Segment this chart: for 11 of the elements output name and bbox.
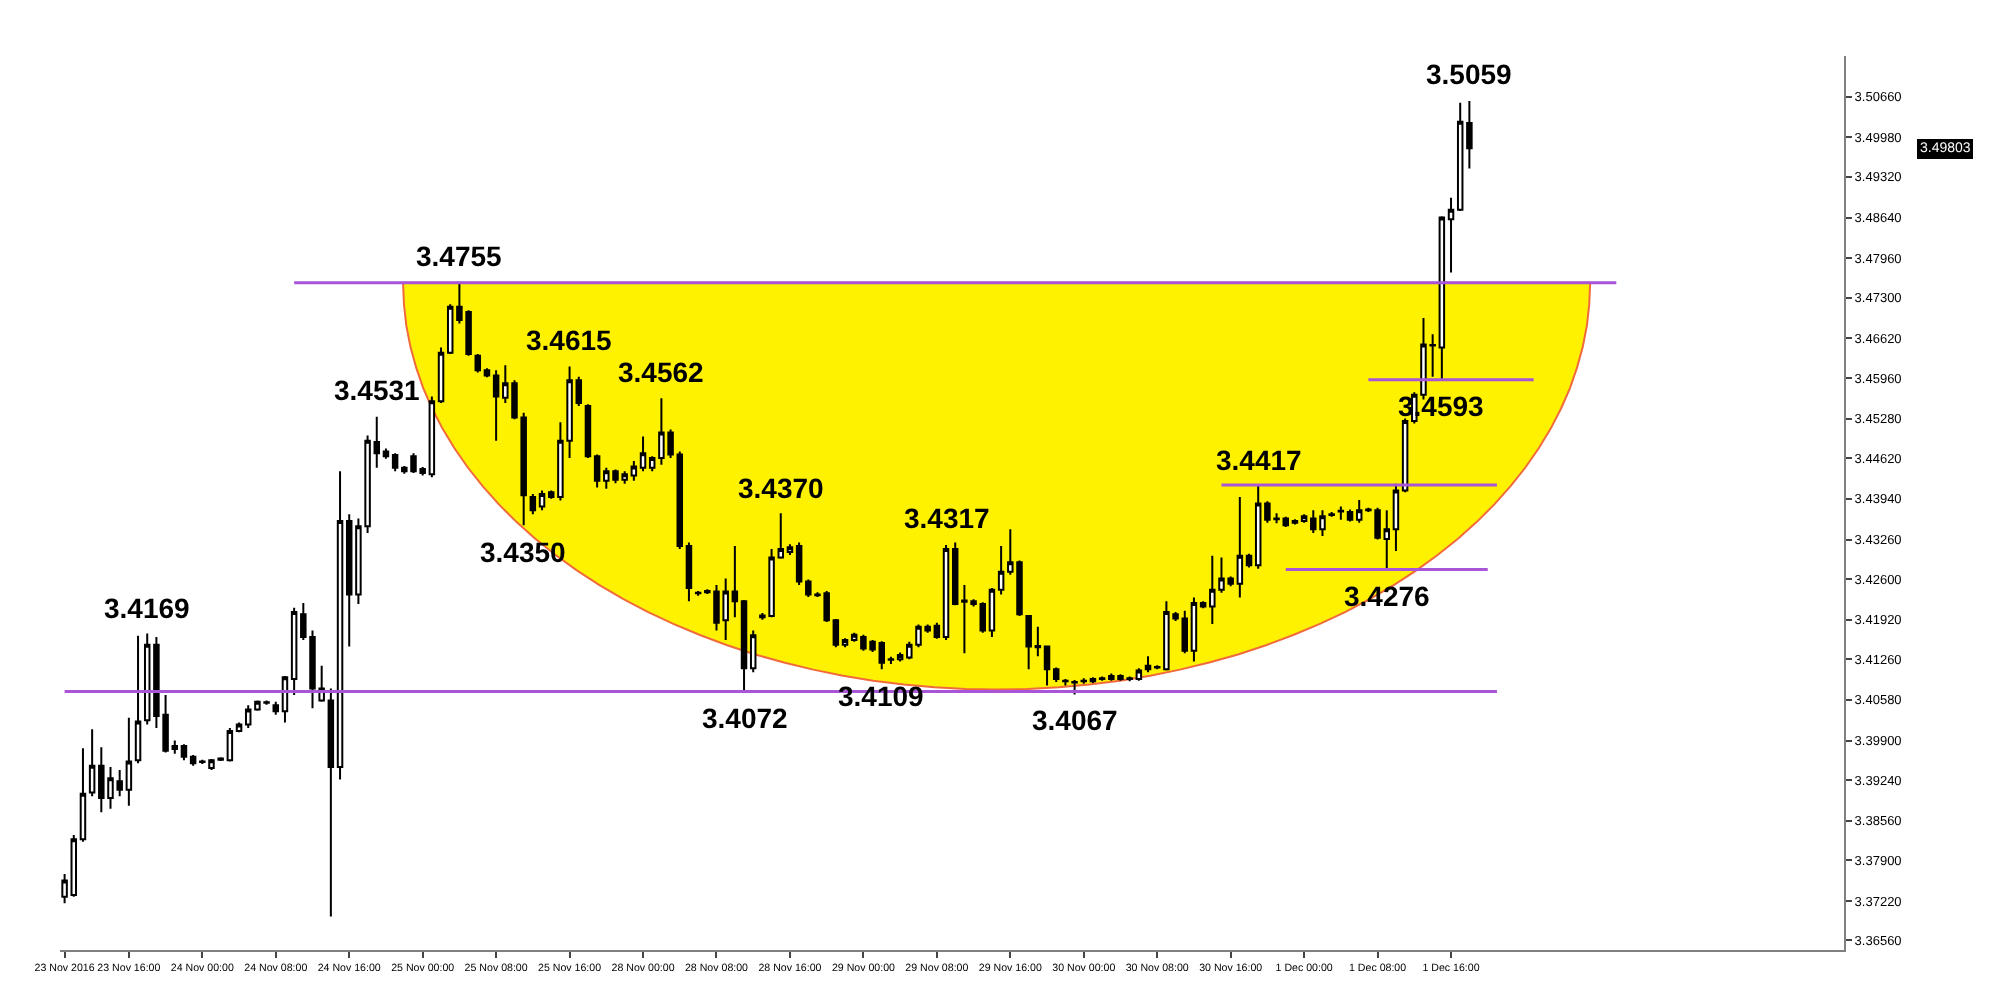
annotation: 3.4562 — [618, 356, 705, 388]
annotation: 3.4067 — [1032, 704, 1119, 736]
annotation: 3.4417 — [1216, 444, 1303, 476]
annotation: 3.4370 — [738, 472, 825, 504]
annotation: 3.4072 — [702, 702, 789, 734]
annotation: 3.4755 — [416, 240, 503, 272]
annotation: 3.5059 — [1426, 58, 1513, 90]
annotation: 3.4615 — [526, 324, 613, 356]
annotation: 3.4317 — [904, 502, 991, 534]
annotation: 3.4169 — [104, 592, 191, 624]
annotation: 3.4531 — [334, 374, 421, 406]
